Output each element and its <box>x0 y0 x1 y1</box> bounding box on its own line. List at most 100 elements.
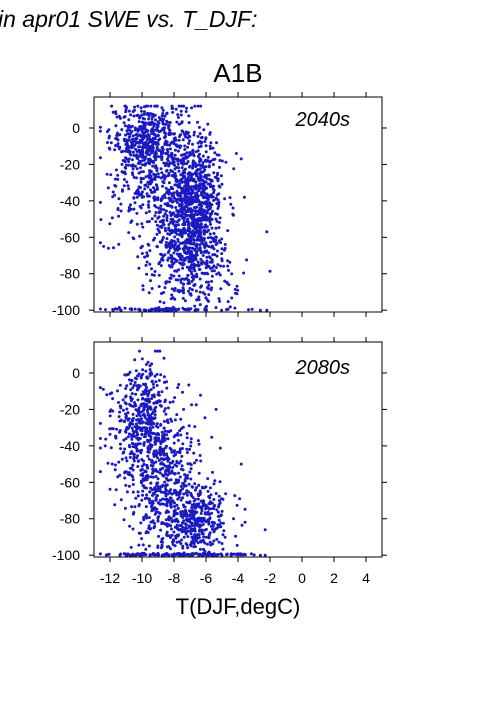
scatter-point <box>199 222 203 226</box>
scatter-point <box>173 196 176 200</box>
scatter-point <box>171 499 175 503</box>
scatter-point <box>202 232 206 236</box>
scatter-point <box>208 500 212 504</box>
scatter-point <box>159 404 163 408</box>
scatter-point <box>133 164 137 168</box>
scatter-point <box>139 153 143 157</box>
scatter-point <box>217 221 221 224</box>
scatter-point <box>198 525 202 529</box>
x-axis-label: T(DJF,degC) <box>176 594 301 619</box>
scatter-point <box>154 440 158 444</box>
scatter-point <box>180 464 184 468</box>
scatter-point <box>187 255 191 259</box>
scatter-point <box>201 254 205 257</box>
scatter-point <box>227 283 231 287</box>
scatter-point <box>150 520 154 524</box>
scatter-point <box>210 435 214 439</box>
scatter-point <box>235 292 239 296</box>
scatter-point <box>145 530 149 534</box>
scatter-point <box>195 250 199 253</box>
scatter-point <box>202 553 205 557</box>
scatter-point <box>153 416 157 420</box>
scatter-point <box>182 161 186 165</box>
scatter-point <box>175 459 179 463</box>
scatter-point <box>160 171 164 175</box>
scatter-point <box>173 243 177 247</box>
x-tick-label: -10 <box>132 570 152 586</box>
scatter-point <box>139 177 143 181</box>
scatter-point <box>152 492 156 496</box>
scatter-point <box>190 106 194 110</box>
scatter-point <box>169 516 173 520</box>
scatter-point <box>157 285 161 288</box>
scatter-point <box>163 522 167 526</box>
scatter-point <box>139 180 143 184</box>
scatter-point <box>157 175 161 179</box>
scatter-point <box>148 553 152 557</box>
scatter-point <box>167 181 171 185</box>
scatter-point <box>148 400 152 403</box>
scatter-point <box>161 180 165 184</box>
scatter-point <box>189 444 193 448</box>
scatter-point <box>143 478 147 482</box>
scatter-point <box>182 407 186 411</box>
scatter-point <box>184 484 188 488</box>
scatter-point <box>220 182 224 186</box>
scatter-point <box>173 297 177 301</box>
scatter-point <box>159 373 163 377</box>
scatter-point <box>132 457 136 461</box>
scatter-point <box>226 264 230 268</box>
scatter-point <box>204 266 208 270</box>
scatter-point <box>159 264 163 268</box>
scatter-point <box>134 392 138 396</box>
scatter-point <box>185 493 189 497</box>
scatter-point <box>179 484 183 488</box>
scatter-point <box>186 220 190 224</box>
scatter-point <box>239 157 243 161</box>
scatter-point <box>179 280 183 284</box>
scatter-point <box>141 368 145 372</box>
scatter-point <box>137 307 141 311</box>
scatter-point <box>163 480 167 484</box>
scatter-point <box>138 349 141 353</box>
scatter-point <box>194 227 197 231</box>
scatter-point <box>123 159 127 163</box>
scatter-point <box>117 133 121 137</box>
scatter-point <box>184 231 187 235</box>
scatter-point <box>139 106 143 110</box>
scatter-point <box>132 154 136 157</box>
scatter-point <box>163 164 167 168</box>
scatter-point <box>153 506 156 510</box>
scatter-point <box>149 188 152 192</box>
scatter-point <box>179 433 183 437</box>
scatter-point <box>160 158 164 162</box>
scatter-point <box>178 182 182 186</box>
scatter-point <box>202 500 206 503</box>
scatter-point <box>137 543 141 547</box>
scatter-point <box>165 473 168 476</box>
scatter-point <box>161 497 165 501</box>
scatter-point <box>199 236 203 240</box>
scatter-point <box>133 381 137 384</box>
scatter-point <box>111 190 115 194</box>
scatter-point <box>209 288 213 292</box>
scatter-point <box>179 231 183 235</box>
scatter-point <box>156 544 160 548</box>
scatter-point <box>179 510 183 514</box>
scatter-point <box>151 382 155 386</box>
scatter-point <box>171 540 174 544</box>
scatter-point <box>110 427 114 431</box>
scatter-point <box>224 492 228 496</box>
scatter-point <box>129 553 133 557</box>
scatter-point <box>140 448 144 452</box>
scatter-point <box>137 116 141 120</box>
scatter-point <box>183 511 186 515</box>
scatter-point <box>98 307 102 311</box>
scatter-point <box>125 180 129 184</box>
y-tick-label: -20 <box>60 156 80 172</box>
scatter-point <box>177 228 181 232</box>
scatter-point <box>166 307 170 310</box>
scatter-point <box>179 417 183 421</box>
scatter-point <box>109 141 113 145</box>
scatter-point <box>181 207 185 211</box>
